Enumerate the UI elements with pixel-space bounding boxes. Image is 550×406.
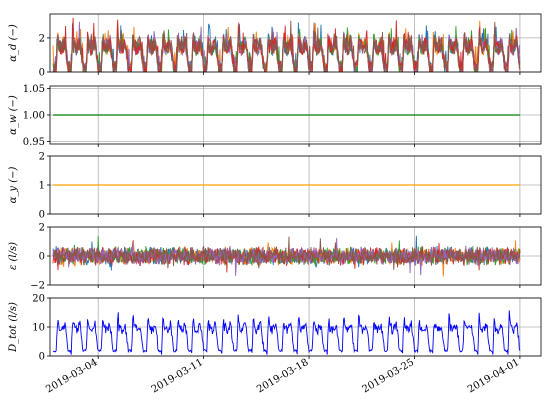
y-tick-label: 10	[32, 323, 45, 334]
panel-1: 0 2 α_d (−)	[8, 13, 542, 79]
series-line	[53, 20, 521, 72]
panel-frame	[49, 13, 542, 73]
series-group	[52, 17, 521, 72]
y-tick-label: 1	[39, 181, 45, 192]
x-tick-label: 2019-03-25	[361, 357, 416, 395]
y-tick-label: 0	[39, 68, 45, 79]
y-tick-label: 1.00	[23, 111, 45, 122]
y-tick-label: 2	[39, 223, 45, 234]
x-tick-label: 2019-03-04	[44, 357, 99, 395]
series-line	[52, 237, 521, 276]
y-axis-label: α_w (−)	[8, 95, 19, 135]
series-group	[52, 310, 521, 355]
series-line	[52, 310, 521, 355]
y-tick-label: 1.05	[23, 84, 45, 95]
y-axis-label: α_y (−)	[8, 167, 19, 204]
y-tick-label: 0	[39, 252, 45, 263]
y-tick-label: 0	[39, 352, 45, 363]
x-tick-label: 2019-03-18	[255, 357, 310, 395]
panel-4: −2 0 2 ε (l/s)	[8, 223, 542, 292]
y-tick-label: 2	[39, 152, 45, 163]
y-axis-label: D_tot (l/s)	[8, 302, 19, 353]
series-line	[52, 22, 521, 72]
x-tick-label: 2019-04-01	[466, 357, 521, 395]
y-tick-label: 2	[39, 33, 45, 44]
y-tick-label: 20	[32, 294, 45, 305]
panel-5: 0 10 20 D_tot (l/s)	[8, 294, 542, 363]
y-tick-label: 0	[39, 210, 45, 221]
panel-3: 0 1 2 α_y (−)	[8, 152, 542, 221]
x-tick-labels: 2019-03-04 2019-03-11 2019-03-18 2019-03-25…	[44, 357, 521, 395]
x-tick-label: 2019-03-11	[150, 357, 205, 395]
y-tick-label: −2	[30, 281, 45, 292]
y-axis-label: α_d (−)	[8, 24, 19, 62]
y-tick-label: 0.95	[23, 137, 45, 148]
series-group	[52, 235, 521, 277]
series-line	[52, 236, 521, 270]
panel-2: 0.95 1.00 1.05 α_w (−)	[8, 84, 542, 148]
y-axis-label: ε (l/s)	[8, 242, 19, 270]
